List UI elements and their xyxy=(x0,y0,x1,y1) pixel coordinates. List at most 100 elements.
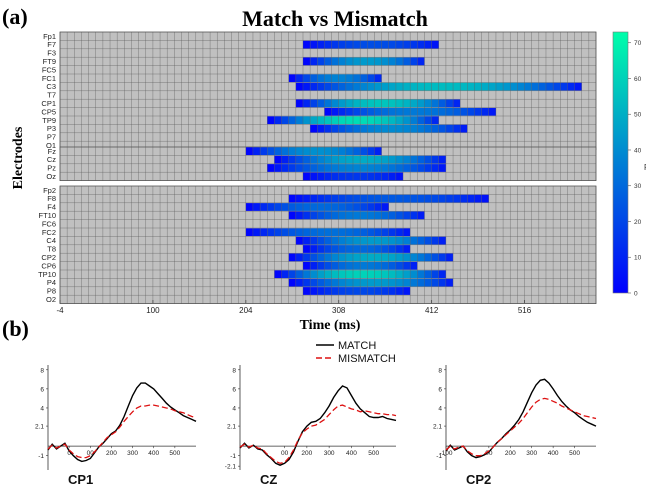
heatmap-cell xyxy=(310,194,318,203)
x-tick-label: 300 xyxy=(526,450,537,457)
heatmap-cell xyxy=(331,99,339,108)
heatmap-cell xyxy=(367,124,375,133)
heatmap-cell xyxy=(367,270,375,279)
heatmap-cell xyxy=(345,107,354,116)
heatmap-cell xyxy=(353,211,361,220)
heatmap-cell xyxy=(388,172,396,181)
heatmap-cell xyxy=(388,116,396,125)
heatmap-cell xyxy=(338,245,346,253)
heatmap-cell xyxy=(460,194,468,203)
legend-label: MISMATCH xyxy=(338,353,396,365)
electrode-label: Oz xyxy=(46,172,56,181)
y-tick-label: -1 xyxy=(436,453,442,460)
heatmap-cell xyxy=(302,147,311,156)
heatmap-cell xyxy=(310,40,318,49)
series-line-mismatch xyxy=(445,397,597,457)
heatmap-cell xyxy=(324,287,332,295)
colorbar-tick-label: 60 xyxy=(634,76,642,83)
heatmap-cell xyxy=(403,245,411,253)
heatmap-cell xyxy=(360,245,368,253)
heatmap-cell xyxy=(367,287,375,295)
heatmap-cell xyxy=(374,236,382,245)
heatmap-cell xyxy=(288,116,296,125)
heatmap-cell xyxy=(274,228,282,237)
heatmap-cell xyxy=(367,236,375,245)
heatmap-cell xyxy=(295,164,303,172)
heatmap-cell xyxy=(374,40,382,49)
heatmap-cell xyxy=(353,245,361,253)
heatmap-cell xyxy=(381,40,389,49)
heatmap-cell xyxy=(417,194,425,203)
heatmap-cell xyxy=(331,164,339,172)
heatmap-cell xyxy=(367,228,375,237)
electrode-label: CP2 xyxy=(41,253,56,262)
heatmap-cell xyxy=(353,270,361,279)
heatmap-cell xyxy=(374,278,382,287)
heatmap-cell xyxy=(317,253,325,262)
colorbar-tick-label: 20 xyxy=(634,219,642,226)
heatmap-cell xyxy=(245,203,253,211)
heatmap-cell xyxy=(252,228,261,237)
y-tick-label: 8 xyxy=(232,367,236,374)
colorbar-tick-label: 70 xyxy=(634,40,642,47)
heatmap-cell xyxy=(360,107,368,116)
heatmap-cell xyxy=(310,245,318,253)
heatmap-cell xyxy=(395,116,404,125)
heatmap-cell xyxy=(310,57,318,66)
heatmap-cell xyxy=(395,287,404,295)
electrode-label: F8 xyxy=(47,194,56,203)
heatmap-cell xyxy=(403,82,411,91)
heatmap-cell xyxy=(453,124,461,133)
heatmap-cell xyxy=(417,82,425,91)
heatmap-cell xyxy=(345,228,354,237)
series-line-mismatch xyxy=(239,404,397,464)
heatmap-cell xyxy=(310,278,318,287)
heatmap-cell xyxy=(338,228,346,237)
heatmap-cell xyxy=(388,287,396,295)
heatmap-cell xyxy=(331,82,339,91)
heatmap-cell xyxy=(331,253,339,262)
heatmap-cell xyxy=(353,287,361,295)
heatmap-cell xyxy=(367,253,375,262)
heatmap-cell xyxy=(567,82,575,91)
heatmap-cell xyxy=(281,203,289,211)
heatmap-cell xyxy=(388,236,396,245)
x-tick-label: 200 xyxy=(106,450,117,457)
heatmap-cell xyxy=(424,164,432,172)
heatmap-cell xyxy=(288,270,296,279)
heatmap-cell xyxy=(338,82,346,91)
heatmap-cell xyxy=(295,147,303,156)
heatmap-cell xyxy=(395,270,404,279)
heatmap-cell xyxy=(338,164,346,172)
heatmap-cell xyxy=(438,155,446,164)
heatmap-cell xyxy=(367,211,375,220)
heatmap-cell xyxy=(403,236,411,245)
heatmap-cell xyxy=(367,40,375,49)
heatmap-cell xyxy=(431,82,439,91)
heatmap-cell xyxy=(403,261,411,270)
heatmap-cell xyxy=(317,40,325,49)
heatmap-cell xyxy=(338,40,346,49)
heatmap-cell xyxy=(403,253,411,262)
heatmap-cell xyxy=(317,287,325,295)
heatmap-cell xyxy=(360,278,368,287)
heatmap-cell xyxy=(417,164,425,172)
electrode-label: FC5 xyxy=(42,65,56,74)
heatmap-cell xyxy=(431,270,439,279)
heatmap-cell xyxy=(410,164,418,172)
heatmap-cell xyxy=(317,99,325,108)
electrode-label: TP10 xyxy=(38,270,56,279)
x-tick-label: 00 xyxy=(485,450,493,457)
heatmap-cell xyxy=(360,82,368,91)
heatmap-cell xyxy=(360,124,368,133)
heatmap-cell xyxy=(431,99,439,108)
heatmap-cell xyxy=(388,57,396,66)
heatmap-cell xyxy=(431,124,439,133)
heatmap-cell xyxy=(288,147,296,156)
heatmap-cell xyxy=(345,211,354,220)
heatmap-cell xyxy=(410,124,418,133)
heatmap-cell xyxy=(381,287,389,295)
heatmap-cell xyxy=(374,107,382,116)
heatmap-cell xyxy=(417,211,425,220)
heatmap-cell xyxy=(438,99,446,108)
